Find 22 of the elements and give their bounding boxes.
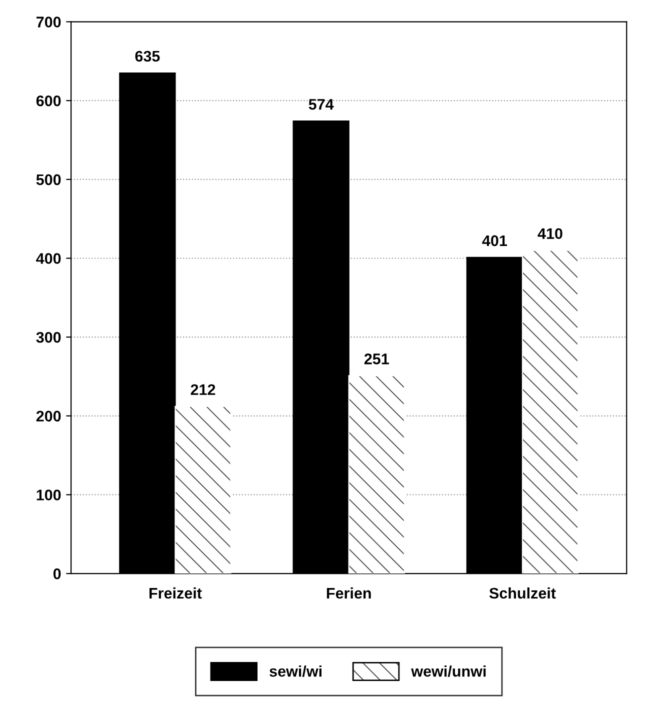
- data-label: 574: [308, 99, 334, 110]
- y-tick-label: 600: [36, 95, 61, 106]
- data-label: 410: [538, 228, 562, 240]
- legend-label: wewi/unwi: [411, 666, 486, 677]
- data-label: 635: [135, 50, 160, 62]
- bar: [348, 375, 405, 574]
- legend-label: sewi/wi: [270, 666, 322, 677]
- bar: [522, 250, 579, 574]
- x-tick-label: Freizeit: [150, 587, 202, 599]
- y-tick-label: 400: [36, 253, 61, 264]
- data-label: 212: [190, 384, 216, 395]
- y-tick-label: 0: [53, 568, 61, 580]
- y-tick-label: 700: [36, 16, 61, 28]
- data-label: 401: [482, 235, 507, 246]
- y-tick-label: 100: [36, 490, 61, 500]
- y-tick-label: 300: [36, 332, 61, 343]
- y-tick-label: 200: [36, 410, 61, 422]
- y-tick-label: 500: [36, 174, 61, 186]
- bar: [174, 406, 232, 574]
- x-tick-label: Ferien: [326, 587, 371, 599]
- data-label: 251: [364, 354, 389, 364]
- x-tick-label: Schulzeit: [489, 587, 556, 599]
